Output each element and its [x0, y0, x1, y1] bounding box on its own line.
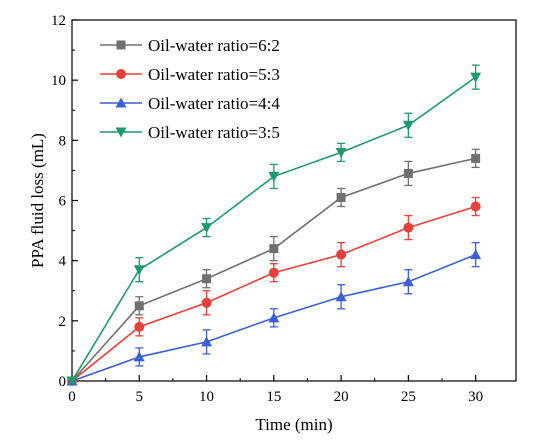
legend-label: Oil-water ratio=4:4 — [148, 94, 280, 113]
x-tick-label: 15 — [266, 389, 281, 405]
data-point — [335, 291, 347, 302]
data-point — [470, 72, 482, 83]
x-axis-label: Time (min) — [255, 415, 332, 434]
legend-marker — [116, 69, 126, 79]
data-point — [134, 301, 144, 311]
x-tick-label: 30 — [468, 389, 483, 405]
data-point — [470, 201, 481, 212]
data-point — [268, 267, 279, 278]
data-point — [335, 147, 347, 158]
y-tick-label: 12 — [51, 13, 66, 29]
data-point — [336, 249, 347, 260]
data-point — [201, 336, 213, 347]
y-tick-label: 4 — [59, 254, 67, 270]
data-point — [268, 312, 280, 323]
data-point — [201, 223, 213, 234]
y-tick-label: 6 — [59, 194, 67, 210]
legend-marker — [115, 97, 127, 108]
series-4 — [66, 64, 482, 387]
legend-label: Oil-water ratio=6:2 — [148, 36, 280, 55]
y-tick-label: 10 — [51, 73, 66, 89]
x-tick-label: 25 — [401, 389, 416, 405]
y-axis-label: PPA fluid loss (mL) — [28, 133, 47, 268]
data-point — [402, 120, 414, 131]
x-tick-label: 5 — [136, 389, 144, 405]
data-point — [134, 321, 145, 332]
y-tick-label: 8 — [59, 133, 67, 149]
x-tick-label: 10 — [199, 389, 214, 405]
legend-label: Oil-water ratio=3:5 — [148, 123, 280, 142]
data-point — [403, 168, 413, 178]
legend: Oil-water ratio=6:2 Oil-water ratio=5:3 Oi… — [100, 36, 280, 142]
data-point — [201, 297, 212, 308]
series-2 — [67, 196, 481, 386]
series-line — [71, 205, 476, 382]
data-point — [470, 249, 482, 260]
data-point — [268, 171, 280, 182]
data-point — [471, 153, 481, 163]
legend-marker — [116, 40, 126, 50]
data-point — [269, 244, 279, 254]
data-point — [66, 376, 78, 387]
x-tick-label: 20 — [334, 389, 349, 405]
legend-label: Oil-water ratio=5:3 — [148, 65, 280, 84]
x-tick-label: 0 — [68, 389, 76, 405]
series-3 — [66, 241, 482, 386]
data-point — [336, 192, 346, 202]
data-point — [402, 276, 414, 287]
data-point — [133, 351, 145, 362]
data-point — [133, 265, 145, 276]
data-point — [202, 274, 212, 284]
y-tick-label: 0 — [59, 374, 67, 390]
y-tick-label: 2 — [59, 314, 67, 330]
legend-marker — [115, 127, 127, 138]
data-point — [403, 222, 414, 233]
